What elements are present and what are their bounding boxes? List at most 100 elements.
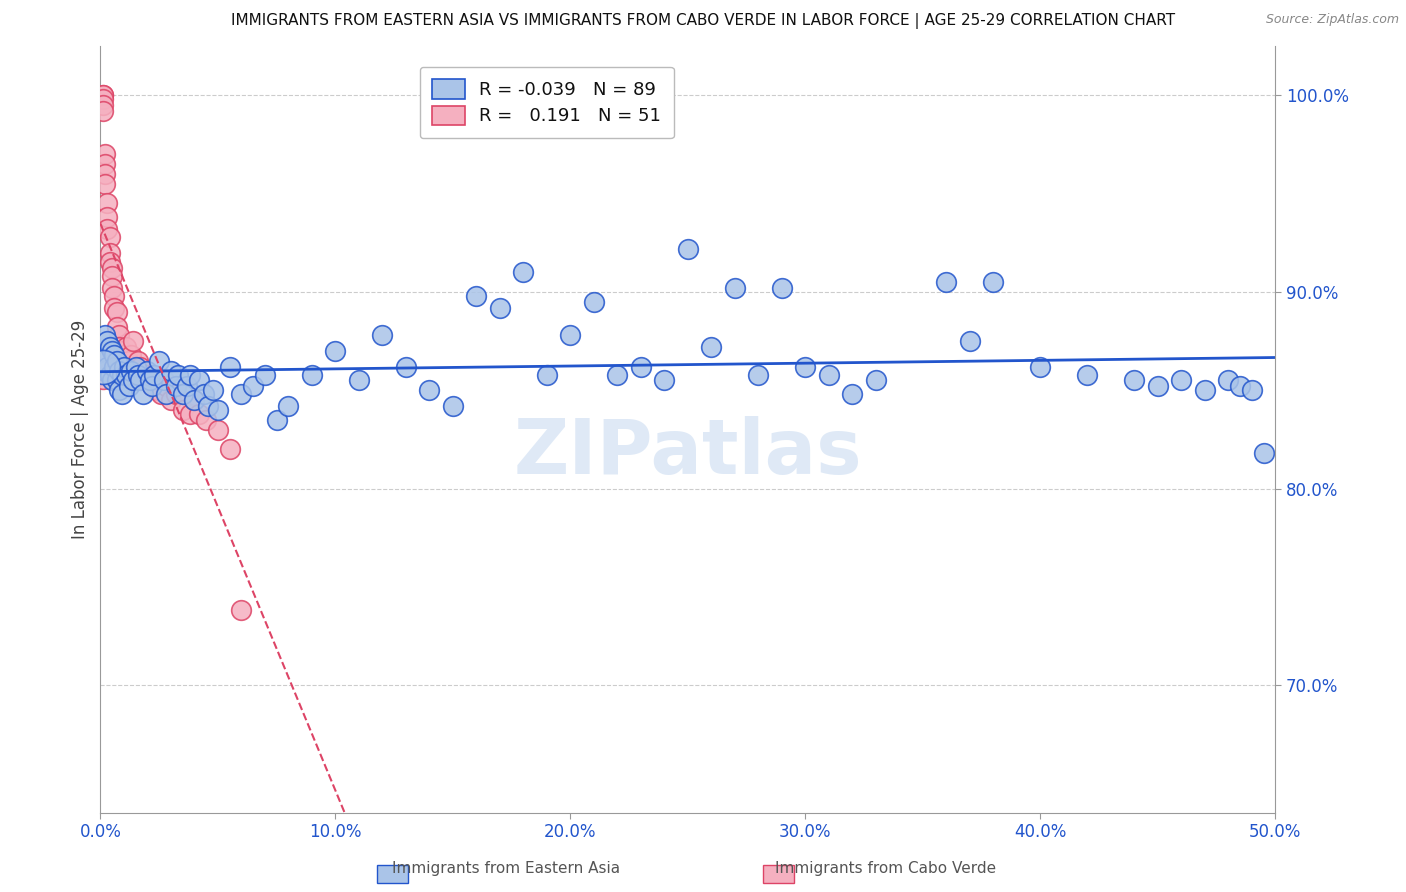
Point (770, 281, 793, 295)
Point (395, 359, 418, 374)
Point (91, 359, 114, 374)
Point (231, 387, 253, 401)
Point (489, 301, 512, 315)
Point (202, 383, 225, 397)
Point (141, 379, 163, 393)
Point (129, 373, 152, 387)
Point (179, 368, 201, 382)
Point (1194, 383, 1216, 397)
Point (242, 379, 264, 393)
Point (96, 359, 118, 374)
Point (98, 255, 121, 269)
Point (115, 340, 138, 354)
Point (94, 147, 117, 161)
Point (134, 373, 156, 387)
Point (700, 340, 723, 354)
Point (105, 304, 128, 318)
Point (253, 368, 276, 382)
Y-axis label: In Labor Force | Age 25-29: In Labor Force | Age 25-29 (72, 320, 89, 539)
Point (145, 383, 167, 397)
Point (277, 399, 299, 413)
Point (94, 167, 117, 181)
Point (865, 373, 887, 387)
Point (512, 265, 534, 279)
Point (117, 353, 139, 368)
Point (98, 368, 121, 382)
Point (94, 363, 117, 377)
Point (127, 368, 149, 382)
Point (112, 348, 135, 362)
Point (207, 423, 229, 437)
Text: ZIPatlas: ZIPatlas (513, 416, 862, 490)
Point (606, 368, 628, 382)
Point (96, 334, 118, 348)
Legend: R = -0.039   N = 89, R =   0.191   N = 51: R = -0.039 N = 89, R = 0.191 N = 51 (420, 67, 673, 138)
Point (747, 368, 769, 382)
Point (138, 373, 160, 387)
Point (347, 373, 370, 387)
Point (1240, 383, 1263, 397)
Point (465, 289, 488, 303)
Point (110, 343, 132, 358)
Point (129, 359, 152, 374)
Point (325, 343, 347, 358)
Point (110, 368, 132, 382)
Point (165, 387, 187, 401)
Point (983, 275, 1005, 289)
Point (160, 393, 183, 408)
Point (165, 379, 187, 393)
Point (150, 387, 173, 401)
Point (1229, 379, 1251, 393)
Point (96, 211, 118, 225)
Point (105, 320, 128, 334)
Point (218, 442, 240, 457)
Point (101, 343, 124, 358)
Point (630, 359, 652, 374)
Point (131, 387, 153, 401)
Point (103, 348, 125, 362)
Point (101, 281, 124, 295)
Point (1218, 373, 1240, 387)
Point (127, 353, 149, 368)
Text: Immigrants from Cabo Verde: Immigrants from Cabo Verde (775, 861, 997, 876)
Point (155, 387, 177, 401)
Point (91, 104, 114, 119)
Point (193, 387, 215, 401)
Point (1076, 368, 1098, 382)
Point (91, 368, 114, 382)
Point (101, 373, 124, 387)
Point (103, 301, 125, 315)
Point (218, 359, 240, 374)
Point (143, 368, 166, 382)
Text: Source: ZipAtlas.com: Source: ZipAtlas.com (1265, 13, 1399, 27)
Point (560, 328, 582, 343)
Point (1170, 373, 1192, 387)
Point (418, 383, 440, 397)
Point (441, 399, 464, 413)
Point (117, 379, 139, 393)
Point (124, 359, 146, 374)
Point (98, 245, 121, 260)
Point (98, 340, 121, 354)
Point (94, 177, 117, 191)
Point (188, 407, 211, 421)
Point (115, 368, 138, 382)
Point (91, 88, 114, 103)
Point (188, 373, 211, 387)
Point (141, 379, 163, 393)
Point (207, 403, 229, 417)
Point (122, 334, 145, 348)
Point (172, 387, 194, 401)
Point (301, 368, 323, 382)
Point (101, 261, 124, 276)
Point (231, 603, 253, 617)
Point (148, 353, 170, 368)
Point (108, 328, 131, 343)
Point (105, 353, 128, 368)
Point (108, 383, 131, 397)
Point (120, 363, 142, 377)
Point (160, 363, 183, 377)
Point (582, 294, 605, 309)
Point (103, 289, 125, 303)
Point (183, 393, 205, 408)
